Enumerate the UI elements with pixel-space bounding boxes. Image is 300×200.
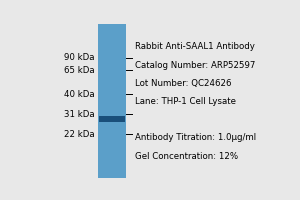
Text: Catalog Number: ARP52597: Catalog Number: ARP52597 xyxy=(135,61,256,70)
Text: Lot Number: QC24626: Lot Number: QC24626 xyxy=(135,79,232,88)
Text: 90 kDa: 90 kDa xyxy=(64,53,94,62)
Text: 31 kDa: 31 kDa xyxy=(64,110,94,119)
Text: Rabbit Anti-SAAL1 Antibody: Rabbit Anti-SAAL1 Antibody xyxy=(135,42,255,51)
Bar xyxy=(98,24,126,178)
Text: 22 kDa: 22 kDa xyxy=(64,130,94,139)
Text: Antibody Titration: 1.0µg/ml: Antibody Titration: 1.0µg/ml xyxy=(135,133,256,142)
Text: 40 kDa: 40 kDa xyxy=(64,90,94,99)
Text: Gel Concentration: 12%: Gel Concentration: 12% xyxy=(135,152,238,161)
Bar xyxy=(99,116,125,122)
Text: 65 kDa: 65 kDa xyxy=(64,66,94,75)
Text: Lane: THP-1 Cell Lysate: Lane: THP-1 Cell Lysate xyxy=(135,97,236,106)
